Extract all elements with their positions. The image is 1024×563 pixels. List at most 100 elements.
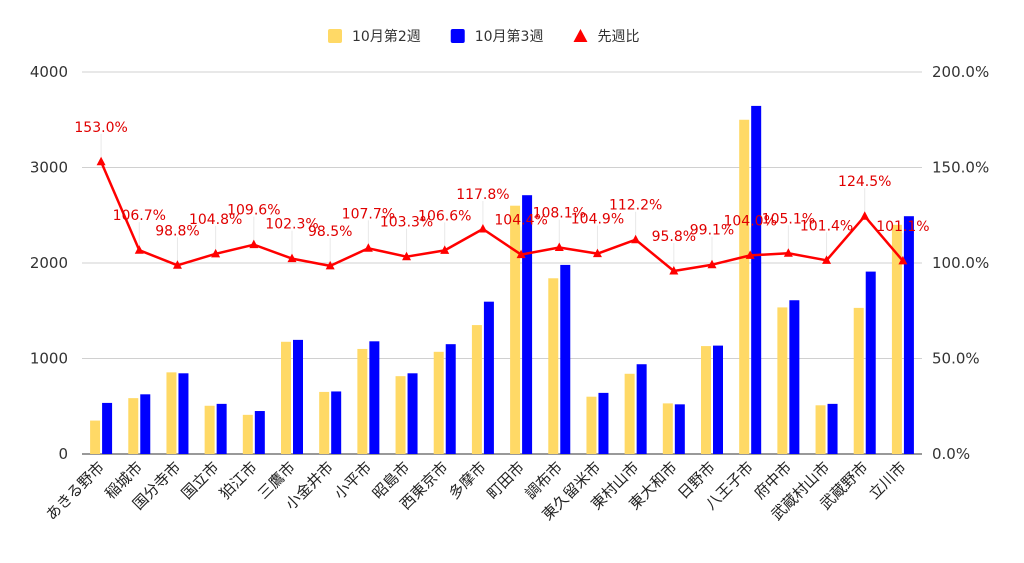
ratio-marker (669, 266, 679, 275)
legend-label: 10月第3週 (475, 28, 544, 45)
ratio-data-label: 101.1% (876, 219, 929, 235)
bar-week3 (140, 394, 151, 454)
ratio-data-label: 108.1% (533, 206, 586, 222)
legend-label: 10月第2週 (352, 28, 421, 45)
ratio-data-label: 106.6% (418, 208, 471, 224)
ratio-data-label: 104.0% (723, 213, 776, 229)
left-tick-label: 1000 (30, 350, 68, 368)
bar-week3 (713, 345, 723, 454)
category-label: 町田市 (483, 458, 528, 503)
ratio-marker (860, 211, 870, 220)
bar-week2 (891, 224, 902, 454)
ratio-line (99, 161, 904, 273)
ratio-data-label: 104.8% (189, 212, 242, 228)
ratio-data-label: 104.9% (571, 212, 624, 228)
ratio-marker (783, 248, 793, 257)
bar-week2 (777, 307, 788, 454)
bar-week2 (624, 373, 635, 454)
category-label: 多摩市 (445, 458, 490, 503)
ratio-marker (554, 242, 564, 252)
ratio-data-label: 105.1% (762, 211, 815, 227)
bar-week3 (636, 364, 647, 454)
category-label: 立川市 (865, 458, 910, 503)
ratio-marker (745, 250, 755, 259)
ratio-marker (402, 251, 412, 261)
legend-label: 先週比 (597, 29, 639, 45)
ratio-marker (516, 249, 526, 259)
bar-week2 (739, 119, 750, 454)
bar-week2 (395, 376, 406, 454)
ratio-data-label: 95.8% (652, 229, 696, 245)
ratio-data-label: 117.8% (456, 187, 509, 203)
ratio-data-label: 112.2% (609, 198, 662, 214)
bar-week2 (319, 391, 330, 454)
category-axis: あきる野市稲城市国分寺市国立市狛江市三鷹市小金井市小平市昭島市西東京市多摩市町田… (42, 458, 909, 524)
ratio-marker (211, 248, 221, 258)
bar-week3 (216, 403, 227, 454)
bar-week3 (102, 402, 113, 454)
bar-week2 (204, 405, 215, 454)
left-tick-label: 2000 (30, 254, 68, 272)
category-label: 国立市 (178, 458, 223, 503)
bar-week2 (166, 372, 177, 454)
bar-week2 (357, 348, 368, 454)
right-tick-label: 150.0% (932, 159, 989, 177)
legend-triangle-icon (573, 29, 588, 42)
ratio-data-label: 107.7% (342, 206, 395, 222)
bar-week3 (483, 301, 494, 454)
right-tick-label: 50.0% (932, 350, 980, 368)
ratio-data-label: 99.1% (690, 223, 734, 239)
bar-week2 (281, 341, 291, 454)
bar-week3 (560, 264, 571, 454)
left-tick-label: 4000 (30, 63, 68, 81)
bar-week3 (865, 271, 876, 454)
ratio-marker (478, 224, 488, 233)
ratio-data-label: 98.5% (308, 224, 352, 240)
right-axis: 0.0% 50.0% 100.0% 150.0% 200.0% (932, 63, 989, 463)
ratio-marker (822, 255, 832, 264)
bar-week2 (548, 278, 559, 454)
bar-week2 (853, 307, 864, 454)
ratio-marker (287, 253, 297, 263)
bar-week3 (293, 339, 303, 454)
ratio-data-label: 106.7% (113, 208, 166, 224)
left-axis: 0 1000 2000 3000 4000 (30, 63, 68, 463)
bar-week3 (751, 105, 762, 454)
bar-week3 (903, 216, 914, 454)
bar-week3 (369, 341, 380, 454)
ratio-marker (440, 245, 450, 254)
right-tick-label: 0.0% (932, 445, 970, 463)
ratio-data-label: 98.8% (155, 223, 199, 239)
ratio-marker (898, 255, 908, 265)
bar-week3 (827, 403, 838, 454)
bar-week3 (331, 391, 342, 454)
bar-series (90, 105, 914, 454)
right-tick-label: 200.0% (932, 63, 989, 81)
bar-week3 (522, 195, 533, 454)
bar-week2 (662, 403, 673, 454)
bar-week2 (586, 396, 597, 454)
ratio-data-label: 109.6% (227, 203, 280, 219)
bar-week2 (128, 398, 139, 454)
ratio-data-label: 102.3% (265, 217, 318, 233)
bar-week2 (90, 420, 101, 454)
right-tick-label: 100.0% (932, 254, 989, 272)
bar-week3 (445, 344, 456, 454)
ratio-data-label: 124.5% (838, 174, 891, 190)
legend-swatch (450, 29, 465, 43)
bar-week3 (178, 373, 189, 454)
bar-week3 (407, 373, 418, 454)
ratio-marker (631, 234, 641, 244)
bar-week2 (815, 405, 826, 454)
ratio-data-label: 104.4% (494, 213, 547, 229)
ratio-marker (592, 248, 602, 258)
ratio-marker (363, 243, 373, 252)
ratio-data-label: 153.0% (74, 120, 127, 136)
left-tick-label: 0 (58, 445, 68, 463)
bar-week2 (510, 205, 521, 454)
bar-week3 (254, 411, 265, 454)
ratio-marker (325, 260, 335, 270)
category-label: 小平市 (331, 458, 376, 503)
left-tick-label: 3000 (30, 159, 68, 177)
